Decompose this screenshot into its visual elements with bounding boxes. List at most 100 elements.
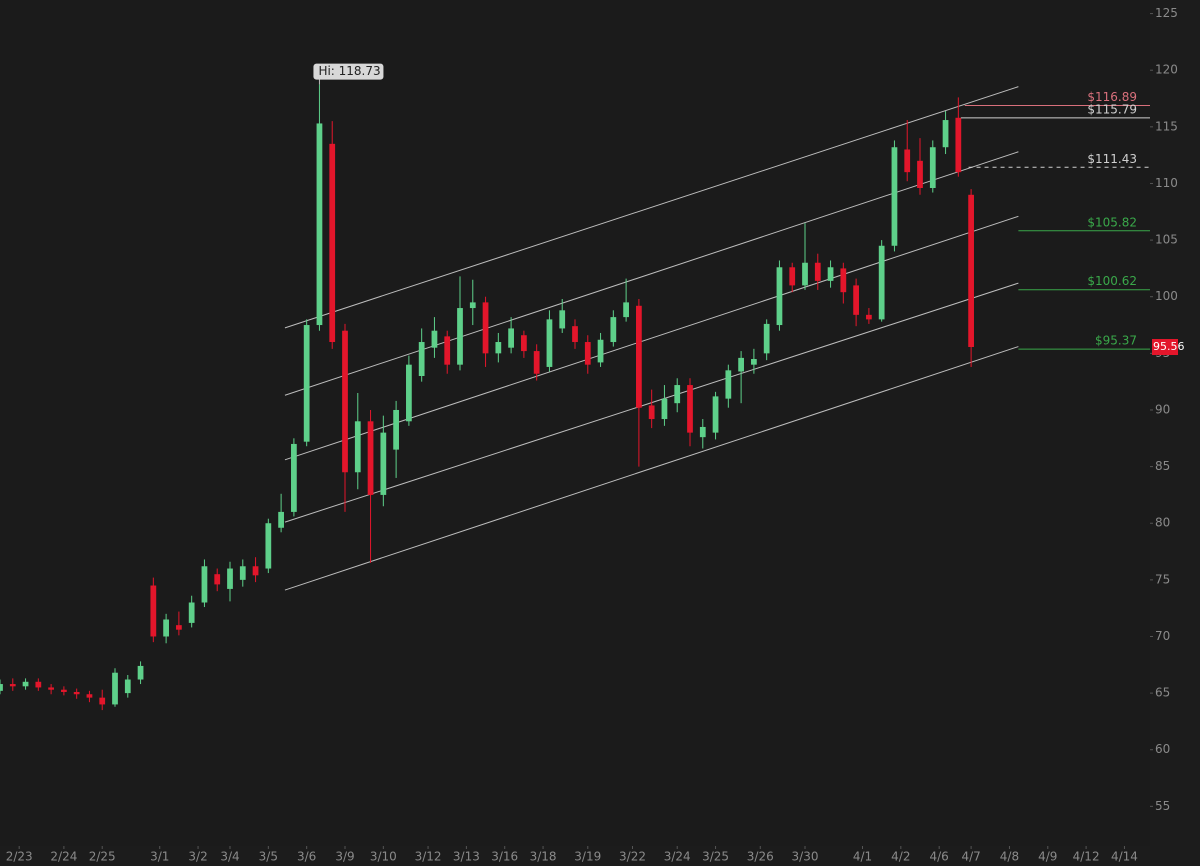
candle-body	[929, 147, 936, 188]
y-tick-label: 65	[1155, 686, 1170, 700]
y-tick-label: 70	[1155, 629, 1170, 643]
last-price-label: 95.56	[1153, 340, 1185, 353]
candle-body	[163, 619, 169, 637]
x-tick-label: 3/12	[415, 850, 442, 864]
y-tick-label: 90	[1155, 402, 1170, 416]
candle-body	[291, 443, 297, 512]
y-tick-label: 115	[1155, 119, 1178, 133]
candle-body	[48, 687, 54, 690]
candle-body	[674, 385, 681, 404]
y-tick-label: 110	[1155, 176, 1178, 190]
x-tick-label: 3/6	[297, 850, 316, 864]
candle-body	[533, 351, 540, 374]
candle-body	[597, 339, 604, 363]
candle-body	[35, 681, 42, 688]
x-tick-label: 3/13	[453, 850, 480, 864]
candle-body	[559, 310, 566, 329]
x-tick-label: 3/10	[370, 850, 397, 864]
y-tick-label: 80	[1155, 516, 1170, 530]
candle-body	[827, 267, 834, 281]
x-tick-label: 3/26	[747, 850, 774, 864]
x-tick-label: 2/25	[89, 850, 116, 864]
candle-body	[418, 342, 425, 376]
candle-body	[150, 585, 157, 637]
candle-body	[840, 268, 847, 293]
candle-body	[227, 568, 233, 589]
candle-body	[176, 625, 182, 630]
candle-body	[661, 398, 668, 420]
candle-body	[278, 511, 284, 528]
candle-body	[380, 432, 387, 495]
candle-body	[763, 323, 770, 354]
x-tick-label: 4/14	[1111, 850, 1138, 864]
candle-body	[636, 305, 642, 408]
x-tick-label: 3/18	[530, 850, 557, 864]
candle-body	[239, 566, 246, 580]
candle-body	[0, 684, 3, 691]
x-tick-label: 3/19	[574, 850, 601, 864]
candle-body	[214, 574, 221, 585]
price-level-label: $95.37	[1095, 334, 1137, 348]
x-tick-label: 2/24	[50, 850, 77, 864]
y-tick-label: 55	[1155, 799, 1170, 813]
candle-body	[853, 285, 859, 315]
candle-body	[891, 147, 898, 246]
candle-body	[329, 143, 336, 343]
y-tick-label: 60	[1155, 742, 1170, 756]
candle-body	[482, 302, 489, 354]
candle-body	[124, 679, 131, 694]
candle-body	[623, 302, 629, 318]
candle-body	[61, 689, 67, 692]
candle-body	[22, 681, 29, 687]
x-tick-label: 3/25	[702, 850, 729, 864]
price-level-label: $100.62	[1087, 274, 1137, 288]
candle-body	[751, 359, 757, 365]
channel-line	[284, 86, 1019, 329]
high-label-box	[313, 63, 384, 80]
candle-body	[316, 123, 323, 326]
x-tick-label: 4/9	[1038, 850, 1057, 864]
candle-body	[469, 302, 476, 309]
x-tick-label: 4/2	[891, 850, 910, 864]
candle-body	[610, 317, 617, 343]
candle-body	[687, 385, 693, 433]
candle-body	[738, 357, 744, 372]
x-tick-label: 3/1	[150, 850, 169, 864]
price-level-label: $115.79	[1087, 102, 1137, 116]
candle-body	[188, 602, 195, 623]
x-tick-label: 3/4	[220, 850, 239, 864]
candle-body	[968, 194, 974, 348]
candle-body	[725, 370, 732, 399]
x-tick-label: 3/9	[335, 850, 354, 864]
candle-body	[431, 330, 438, 348]
candle-body	[137, 665, 144, 680]
candle-body	[495, 342, 502, 354]
candle-body	[73, 691, 80, 695]
x-tick-label: 3/30	[792, 850, 819, 864]
y-tick-label: 120	[1155, 63, 1178, 77]
candle-body	[99, 697, 106, 705]
candle-body	[712, 396, 719, 433]
plot-area	[0, 0, 1150, 846]
y-tick-label: 85	[1155, 459, 1170, 473]
price-level-label: $105.82	[1087, 215, 1137, 229]
x-tick-label: 4/7	[961, 850, 980, 864]
candle-body	[201, 566, 208, 603]
price-level-label: $111.43	[1087, 152, 1137, 166]
x-tick-label: 3/24	[664, 850, 691, 864]
candle-body	[699, 426, 706, 438]
x-tick-label: 4/1	[853, 850, 872, 864]
candle-body	[354, 421, 361, 473]
candle-body	[252, 566, 259, 576]
candle-body	[878, 245, 885, 320]
x-tick-label: 2/23	[6, 850, 33, 864]
candle-body	[342, 330, 348, 473]
candle-body	[393, 409, 399, 450]
x-tick-label: 4/12	[1073, 850, 1100, 864]
candle-body	[942, 120, 949, 148]
candle-body	[546, 319, 553, 367]
candle-body	[584, 342, 591, 365]
candle-body	[866, 314, 872, 320]
candle-body	[802, 262, 808, 286]
